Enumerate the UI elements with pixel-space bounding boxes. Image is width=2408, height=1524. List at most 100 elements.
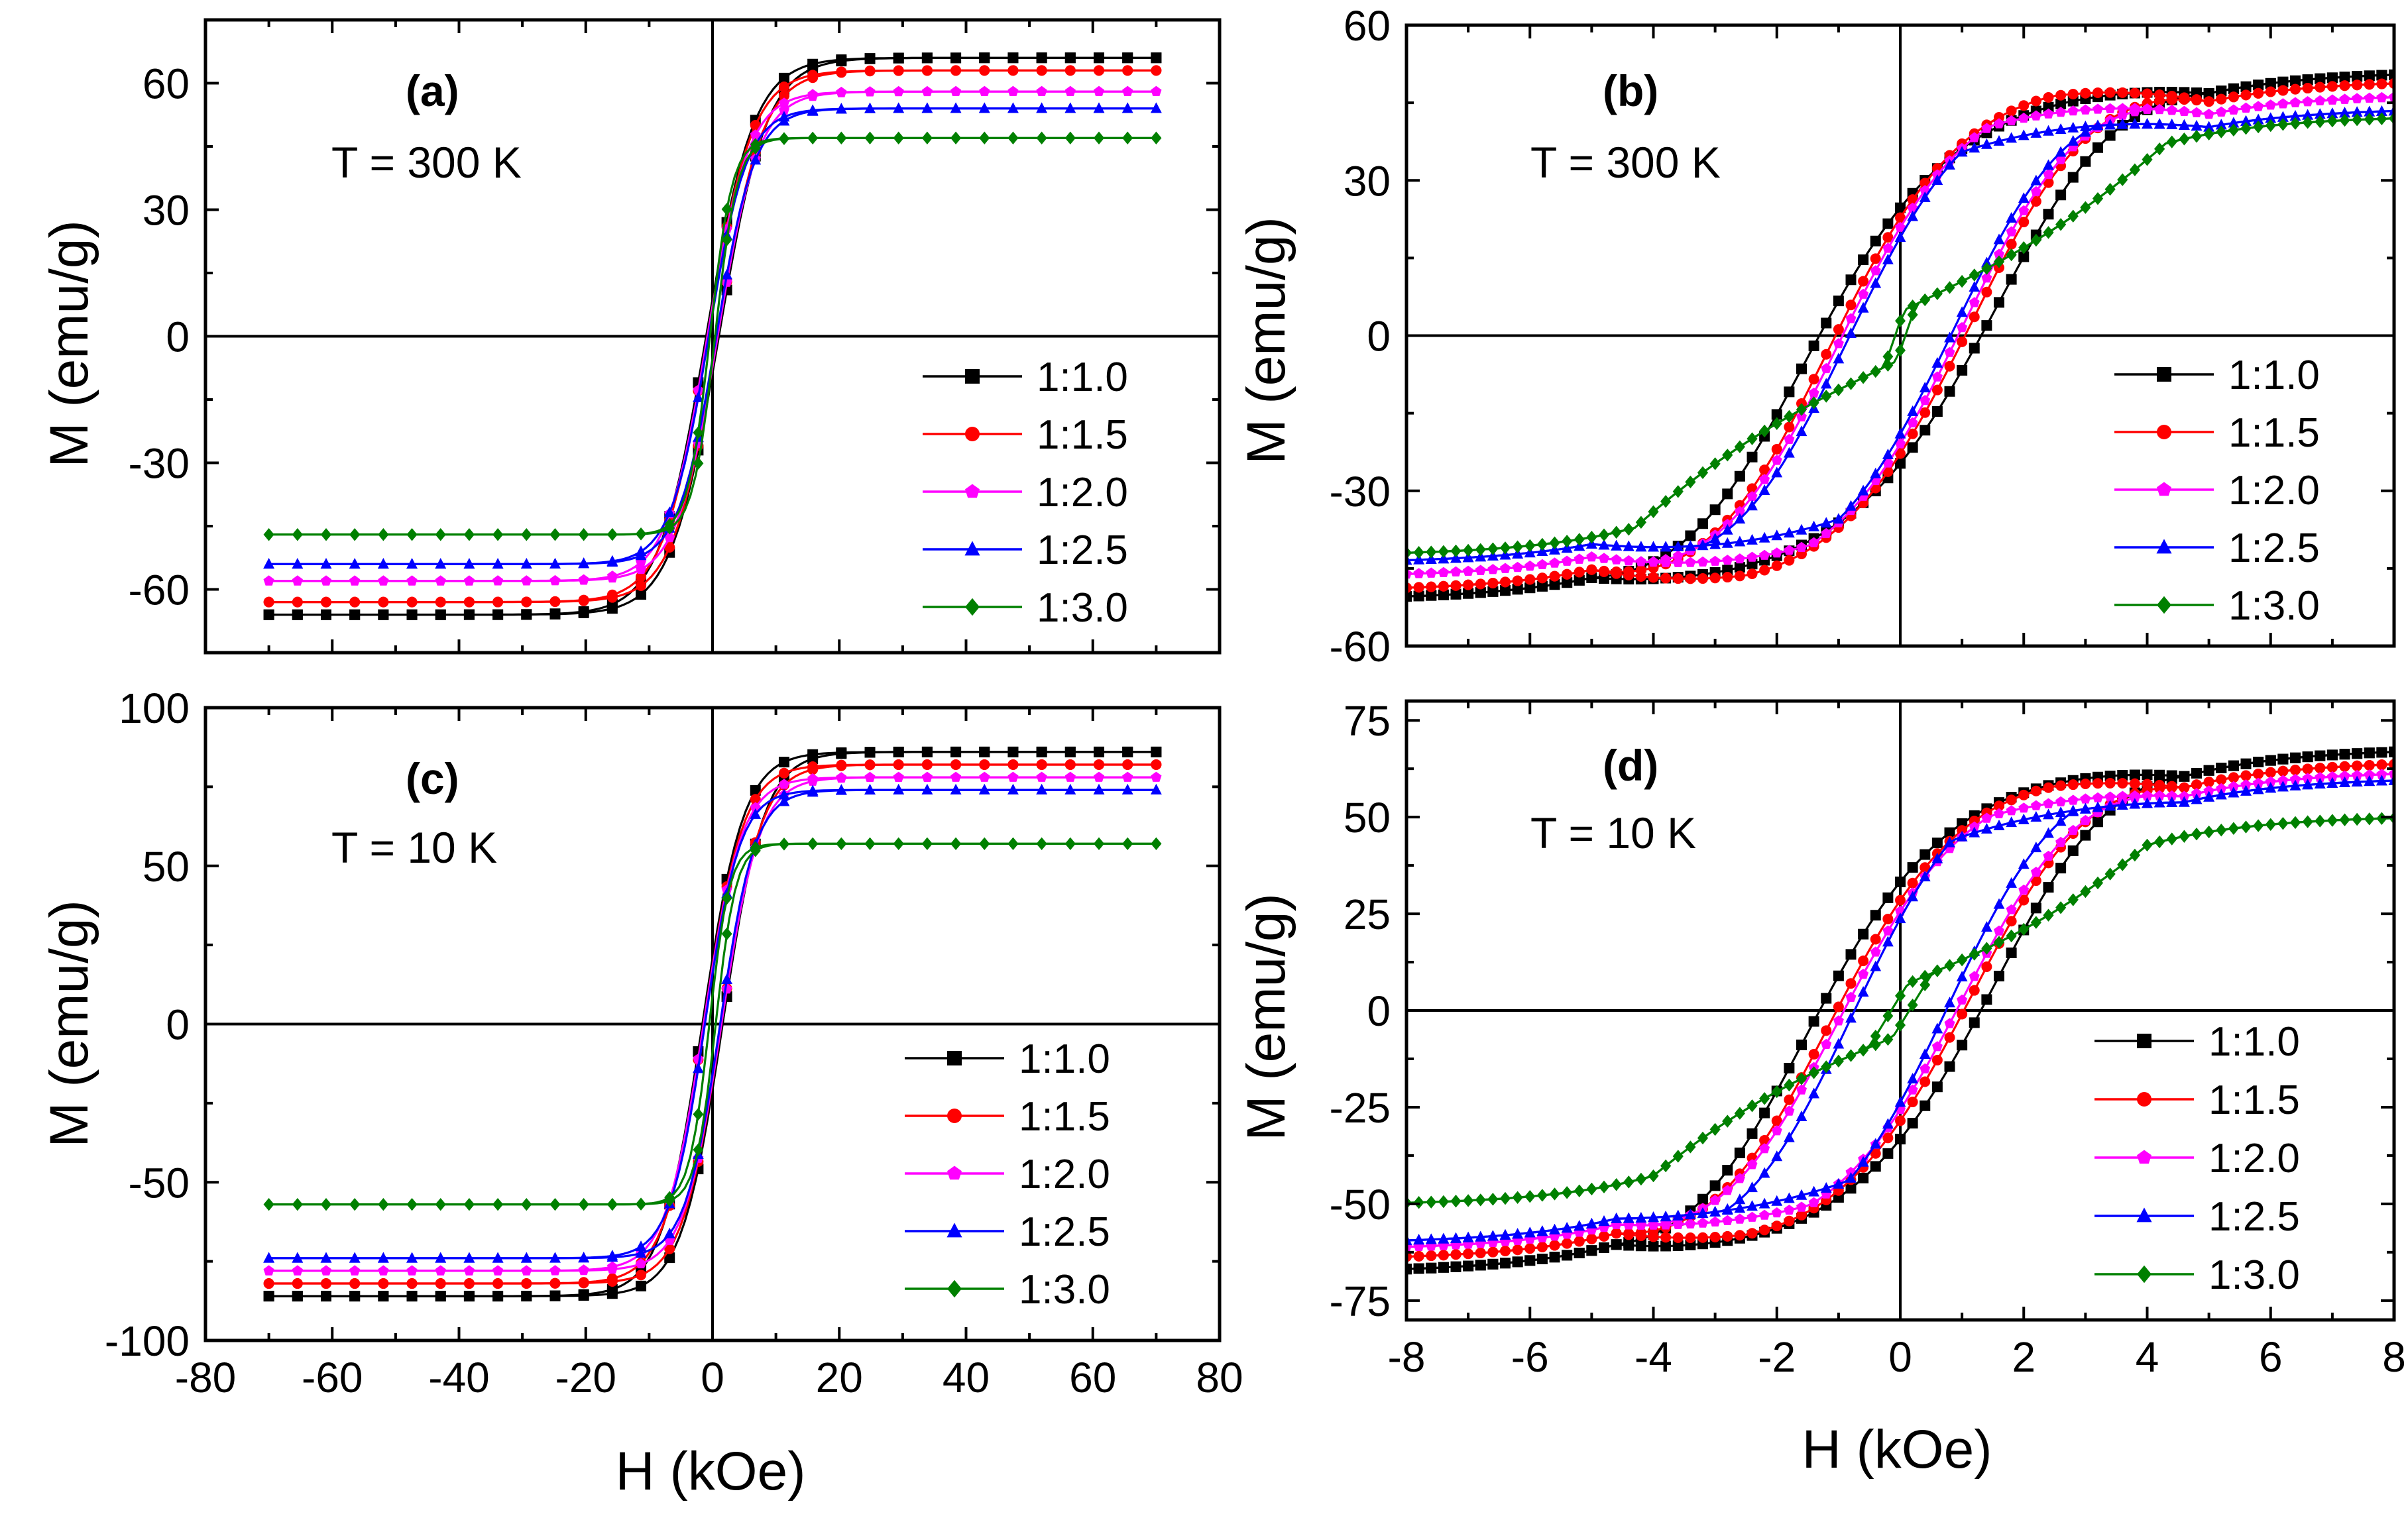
panel-a-series-1:2.0-point	[1064, 85, 1076, 96]
panel-c-x-tick-label: 40	[943, 1354, 990, 1401]
panel-b-series-1:1.0-point	[1981, 320, 1992, 331]
panel-b-series-1:1.5-point	[2117, 87, 2128, 98]
panel-d-x-tick-label: -4	[1634, 1333, 1672, 1381]
panel-d-series-1:3.0-point	[1463, 1194, 1474, 1207]
panel-d-series-1:3.0-point	[2339, 813, 2350, 826]
panel-d-series-1:2.0-point	[1845, 991, 1857, 1002]
panel-d-series-1:3.0-point	[2166, 832, 2177, 845]
panel-b-series-1:1.5-point	[1981, 286, 1992, 298]
panel-b-series-1:3.0-point	[1882, 358, 1894, 372]
panel-c-x-tick-label: 20	[816, 1354, 863, 1401]
panel-a-y-tick-label: 60	[143, 60, 190, 108]
panel-a-series-1:1.0-point	[292, 609, 303, 620]
panel-b-series-1:2.5-point	[1931, 356, 1943, 368]
panel-d-series-1:2.0-point	[1660, 1219, 1672, 1230]
panel-c-series-1:1.0-point	[606, 1288, 618, 1299]
panel-b-series-1:1.5-point	[1771, 560, 1782, 571]
panel-d-series-1:3.0-point	[2326, 814, 2338, 827]
panel-b-series-1:2.5-point	[1512, 547, 1524, 559]
panel-c-series-1:1.0-point	[349, 1291, 361, 1302]
panel-c-series-1:2.5-point	[1007, 783, 1019, 794]
panel-c-series-1:2.0-point	[406, 1265, 418, 1276]
panel-b-series-1:2.5-point	[2228, 117, 2240, 128]
panel-d-series-1:3.0-point	[1709, 1122, 1721, 1136]
panel-a-series-1:1.0-point	[378, 609, 389, 620]
panel-b-series-1:1.5-point	[1426, 581, 1437, 592]
panel-d-series-1:3.0-point	[2018, 922, 2030, 936]
panel-b-series-1:1.0-point	[2265, 78, 2276, 89]
panel-c-series-1:3.0-point	[1151, 837, 1162, 850]
panel-a-legend-label: 1:2.5	[1037, 527, 1128, 573]
panel-d-series-1:1.0-point	[1475, 1260, 1486, 1271]
panel-a-series-1:3.0-point	[263, 528, 274, 541]
panel-a-series-1:1.0-point	[836, 56, 847, 67]
panel-d-series-1:2.5-point	[2376, 775, 2387, 786]
panel-d-series-1:2.0-point	[1882, 925, 1894, 936]
panel-a-series-1:1.0-point	[463, 609, 475, 620]
panel-d-series-1:2.0-point	[2104, 791, 2116, 802]
panel-a-series-1:2.5-point	[606, 556, 618, 567]
panel-b-series-1:2.5-point	[1475, 551, 1487, 562]
panel-d-series-1:1.5-point	[2253, 769, 2264, 780]
panel-d-series-1:3.0-point	[2216, 824, 2227, 837]
panel-b-series-1:1.0-point	[2240, 81, 2252, 92]
panel-d-series-1:3.0-point	[1920, 978, 1931, 991]
panel-c-plot-area	[205, 708, 1220, 1340]
panel-d-series-1:3.0-point	[2228, 822, 2239, 835]
panel-b-legend-label: 1:2.5	[2228, 525, 2320, 571]
panel-c-series-1:2.5-point	[1121, 783, 1133, 794]
panel-c-series-1:2.0-point	[979, 771, 990, 782]
panel-d-series-1:3.0-point	[1759, 1092, 1770, 1105]
panel-d-series-1:2.5-point	[1919, 1048, 1931, 1059]
panel-b-series-1:3.0-point	[1808, 396, 1819, 409]
panel-b-series-1:2.0-point	[2117, 103, 2128, 113]
panel-b-series-1:2.0-point	[2166, 105, 2177, 115]
panel-d-series-1:2.5-point	[1833, 1038, 1845, 1049]
panel-a-series-1:3.0-point	[950, 131, 962, 144]
panel-c-series-1:1.0-point	[406, 1291, 418, 1302]
panel-b-series-1:1.5-point	[1944, 360, 1955, 372]
panel-b-series-1:1.0-point	[1784, 386, 1795, 398]
panel-d-series-1:2.0-point	[2018, 885, 2030, 895]
panel-d-series-1:2.0-point	[2030, 800, 2041, 810]
panel-d-series-1:3.0-point	[1944, 959, 1955, 972]
panel-d-series-1:2.5-point	[2030, 810, 2042, 822]
panel-d-series-1:2.0-point	[2216, 783, 2227, 794]
panel-d-series-1:2.5-point	[2265, 782, 2277, 793]
panel-d-series-1:1.5-point	[1845, 978, 1857, 989]
panel-c-series-1:1.0-point	[836, 748, 847, 759]
panel-b-series-1:3.0-point	[1796, 403, 1807, 416]
panel-d-series-1:3.0-point	[2154, 835, 2165, 849]
panel-d-series-1:3.0-point	[1882, 1033, 1894, 1046]
panel-b-series-1:1.0-point	[1931, 406, 1943, 417]
panel-d-legend-item: 1:3.0	[2094, 1252, 2300, 1298]
panel-d-series-1:2.0-point	[2043, 798, 2054, 808]
panel-d-series-1:2.0-point	[2253, 777, 2264, 788]
panel-d-series-1:2.5-point	[1894, 912, 1906, 924]
panel-c-series-1:1.5-point	[636, 1270, 647, 1281]
panel-b-series-1:1.5-point	[1821, 349, 1832, 360]
panel-c-series-1:2.5-point	[349, 1252, 361, 1263]
panel-a-series-1:1.5-point	[263, 596, 274, 608]
panel-c-series-1:3.0	[263, 837, 1162, 1211]
panel-c-series-1:2.5-point	[921, 783, 933, 794]
panel-b-series-1:2.5-point	[1845, 327, 1857, 338]
panel-c-series-1:2.5-point	[950, 783, 962, 794]
panel-d-series-1:1.0-point	[1438, 1262, 1449, 1273]
panel-d-series-1:3.0-point	[2080, 885, 2091, 898]
panel-a-series-1:3.0-point	[893, 131, 904, 144]
panel-b-series-1:1.0-point	[2290, 75, 2301, 86]
panel-d-series-1:3.0-point	[1562, 1186, 1573, 1199]
panel-b-series-1:2.0-point	[2018, 113, 2030, 123]
panel-b-series-1:2.0-point	[2228, 104, 2239, 115]
panel-b-series-1:2.0-point	[1475, 565, 1486, 575]
panel-c-series-1:2.5-point	[492, 1252, 504, 1263]
panel-c-legend: 1:1.0 1:1.5 1:2.0 1:2.5 1:3.0	[905, 1036, 1110, 1313]
panel-a-series-1:2.0-point	[549, 575, 561, 586]
panel-b-series-1:1.5-point	[2326, 81, 2338, 92]
panel-b-series-1:2.5-point	[1857, 301, 1869, 313]
panel-b-series-1:2.5-point	[1919, 382, 1931, 393]
panel-a-series-1:3.0	[263, 131, 1162, 541]
panel-a-series-1:2.0-point	[664, 531, 675, 543]
panel-d-series-1:2.0-point	[1944, 1018, 1955, 1028]
